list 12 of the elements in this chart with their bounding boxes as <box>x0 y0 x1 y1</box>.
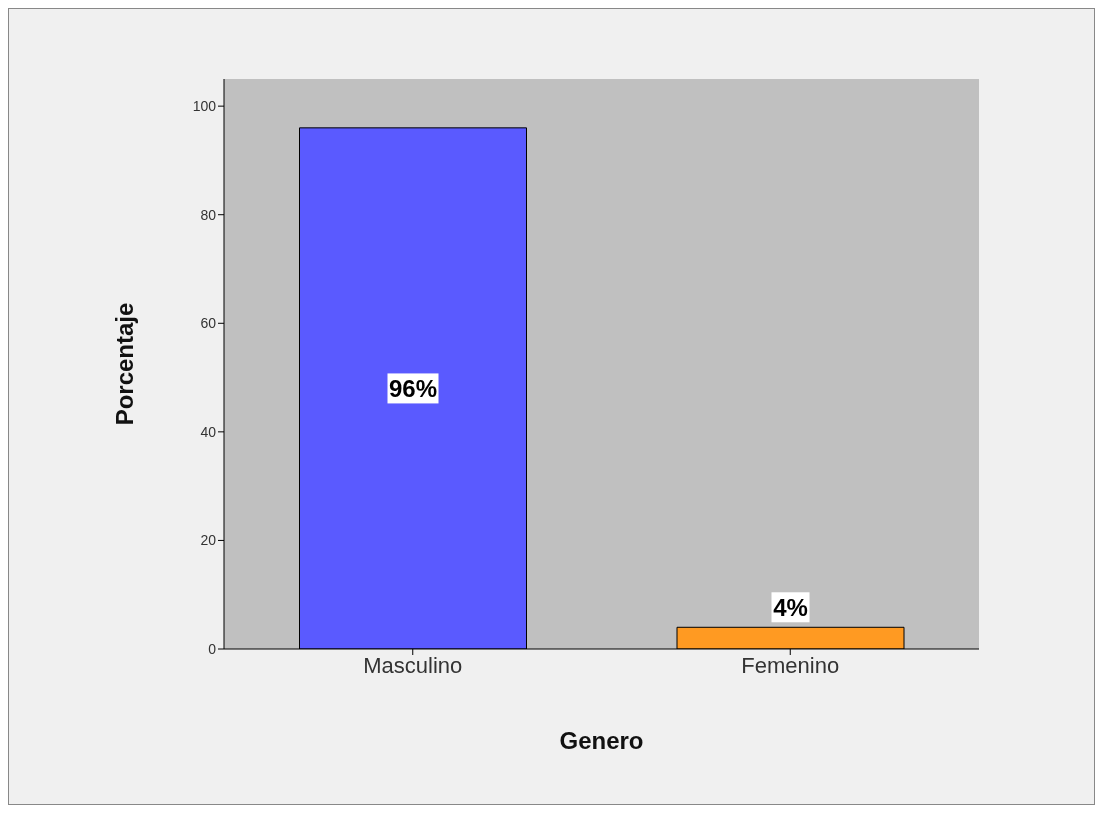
x-axis-title: Genero <box>559 727 644 754</box>
y-tick-label: 20 <box>200 532 217 549</box>
x-tick-label: Masculino <box>363 652 463 678</box>
y-tick-label: 60 <box>200 315 217 332</box>
y-tick-label: 0 <box>208 640 217 657</box>
y-tick-label: 100 <box>192 98 217 115</box>
x-tick-label: Femenino <box>741 652 840 678</box>
y-tick-label: 40 <box>200 423 217 440</box>
y-axis-title: Porcentaje <box>110 302 138 426</box>
y-tick-label: 80 <box>200 206 217 223</box>
data-label: 96% <box>388 374 438 402</box>
data-label: 4% <box>773 593 808 621</box>
